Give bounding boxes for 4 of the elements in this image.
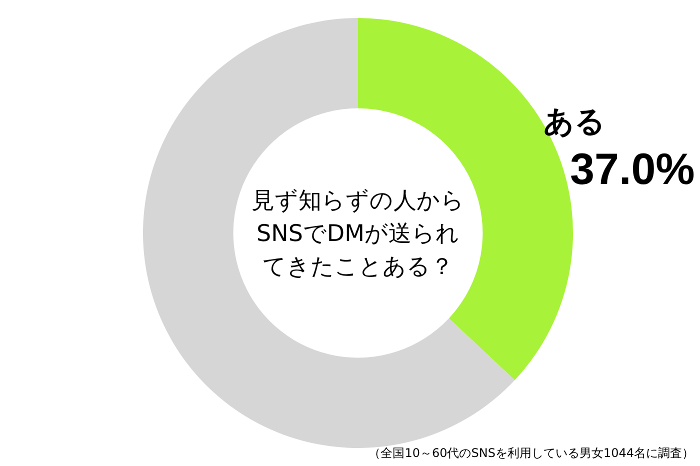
text: （全国10～60代のSNSを利用している男女1044名に調査） (368, 445, 694, 462)
data-label: 37.0% (570, 144, 695, 194)
slice-label: ある (543, 104, 606, 140)
text: 見ず知らずの人からSNSでDMが送られてきたことある？ (250, 187, 466, 282)
